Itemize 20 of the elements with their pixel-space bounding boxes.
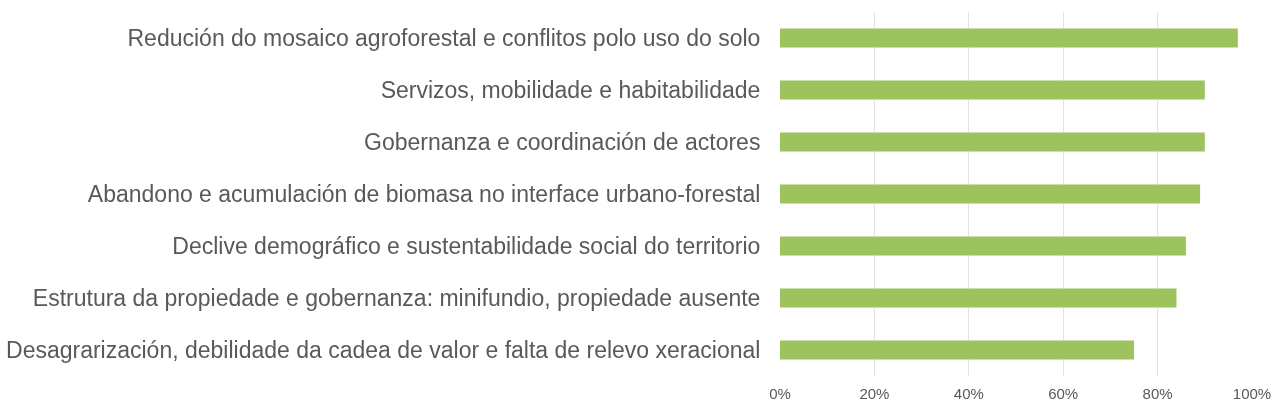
y-tick-label: Abandono e acumulación de biomasa no interface urbano-forestal bbox=[87, 181, 761, 208]
bar bbox=[780, 236, 1186, 256]
bar bbox=[780, 184, 1201, 204]
x-tick-label: 80% bbox=[1142, 385, 1173, 402]
y-tick-label: Servizos, mobilidade e habitabilidade bbox=[380, 77, 761, 104]
bar bbox=[780, 132, 1205, 152]
x-tick-label: 100% bbox=[1232, 385, 1272, 402]
y-tick-label: Estrutura da propiedade e gobernanza: minifundio, propiedade ausente bbox=[32, 285, 761, 312]
x-tick-label: 20% bbox=[859, 385, 890, 402]
bar bbox=[780, 288, 1177, 308]
bar bbox=[780, 340, 1134, 360]
x-tick-label: 0% bbox=[769, 385, 791, 402]
y-tick-label: Declive demográfico e sustentabilidade social do territorio bbox=[172, 233, 761, 260]
y-tick-label: Desagrarización, debilidade da cadea de valor e falta de relevo xeracional bbox=[6, 337, 761, 364]
bar bbox=[780, 80, 1205, 100]
y-tick-label: Gobernanza e coordinación de actores bbox=[364, 129, 761, 156]
x-tick-label: 40% bbox=[953, 385, 984, 402]
x-tick-label: 60% bbox=[1048, 385, 1079, 402]
bar bbox=[780, 28, 1238, 48]
y-tick-label: Redución do mosaico agroforestal e conflitos polo uso do solo bbox=[127, 25, 761, 52]
